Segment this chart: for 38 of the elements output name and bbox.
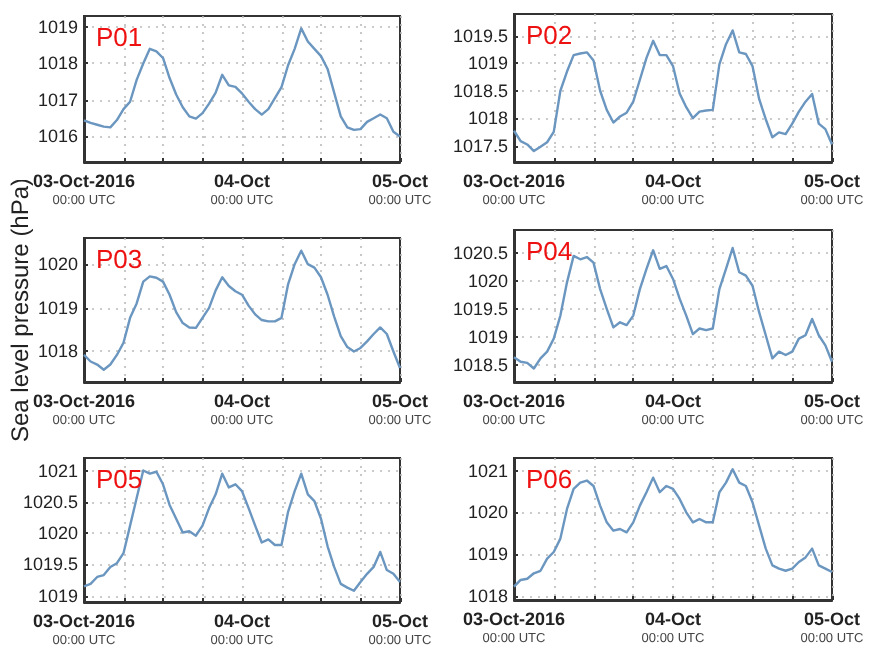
chart-title: P02 [526, 20, 573, 50]
y-tick-label: 1018 [37, 53, 78, 74]
y-tick-label: 1019 [37, 16, 78, 37]
y-axis-title: Sea level pressure (hPa) [6, 177, 34, 443]
y-tick-label: 1018 [467, 108, 508, 129]
y-tick-label: 1017.5 [452, 135, 508, 156]
chart-title: P04 [526, 236, 573, 266]
y-tick-label: 1021 [37, 460, 78, 481]
y-tick-label: 1019 [467, 326, 508, 347]
line-series [82, 249, 402, 371]
line-series [82, 27, 402, 138]
y-tick-label: 1020 [467, 502, 508, 523]
y-tick-label: 1016 [37, 126, 78, 147]
line-series [82, 469, 402, 592]
y-tick-label: 1017 [37, 89, 78, 110]
y-tick-label: 1019 [37, 585, 78, 606]
y-tick-label: 1020 [37, 523, 78, 544]
y-tick-label: 1020.5 [22, 491, 78, 512]
chart-title: P01 [96, 22, 143, 52]
y-tick-label: 1020 [467, 270, 508, 291]
y-tick-label: 1018.5 [452, 355, 508, 376]
y-tick-label: 1019.5 [22, 554, 78, 575]
chart-title: P06 [526, 464, 573, 494]
y-tick-label: 1021 [467, 460, 508, 481]
chart-title: P05 [96, 464, 143, 494]
y-tick-label: 1019.5 [452, 298, 508, 319]
y-tick-label: 1018 [37, 341, 78, 362]
y-tick-label: 1018.5 [452, 80, 508, 101]
line-series [512, 29, 834, 153]
y-tick-label: 1019.5 [452, 25, 508, 46]
y-tick-label: 1020 [37, 254, 78, 275]
line-series [512, 468, 834, 588]
y-tick-label: 1019 [37, 297, 78, 318]
chart-title: P03 [96, 244, 143, 274]
y-tick-label: 1020.5 [452, 242, 508, 263]
y-tick-label: 1018 [467, 585, 508, 606]
y-tick-label: 1019 [467, 544, 508, 565]
y-tick-label: 1019 [467, 53, 508, 74]
